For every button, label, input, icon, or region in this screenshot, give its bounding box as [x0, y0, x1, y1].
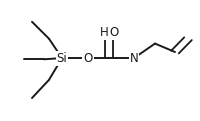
- Text: Si: Si: [57, 52, 67, 65]
- Text: O: O: [83, 52, 93, 65]
- Text: H: H: [100, 26, 108, 39]
- Text: N: N: [130, 52, 138, 65]
- Text: O: O: [109, 26, 119, 39]
